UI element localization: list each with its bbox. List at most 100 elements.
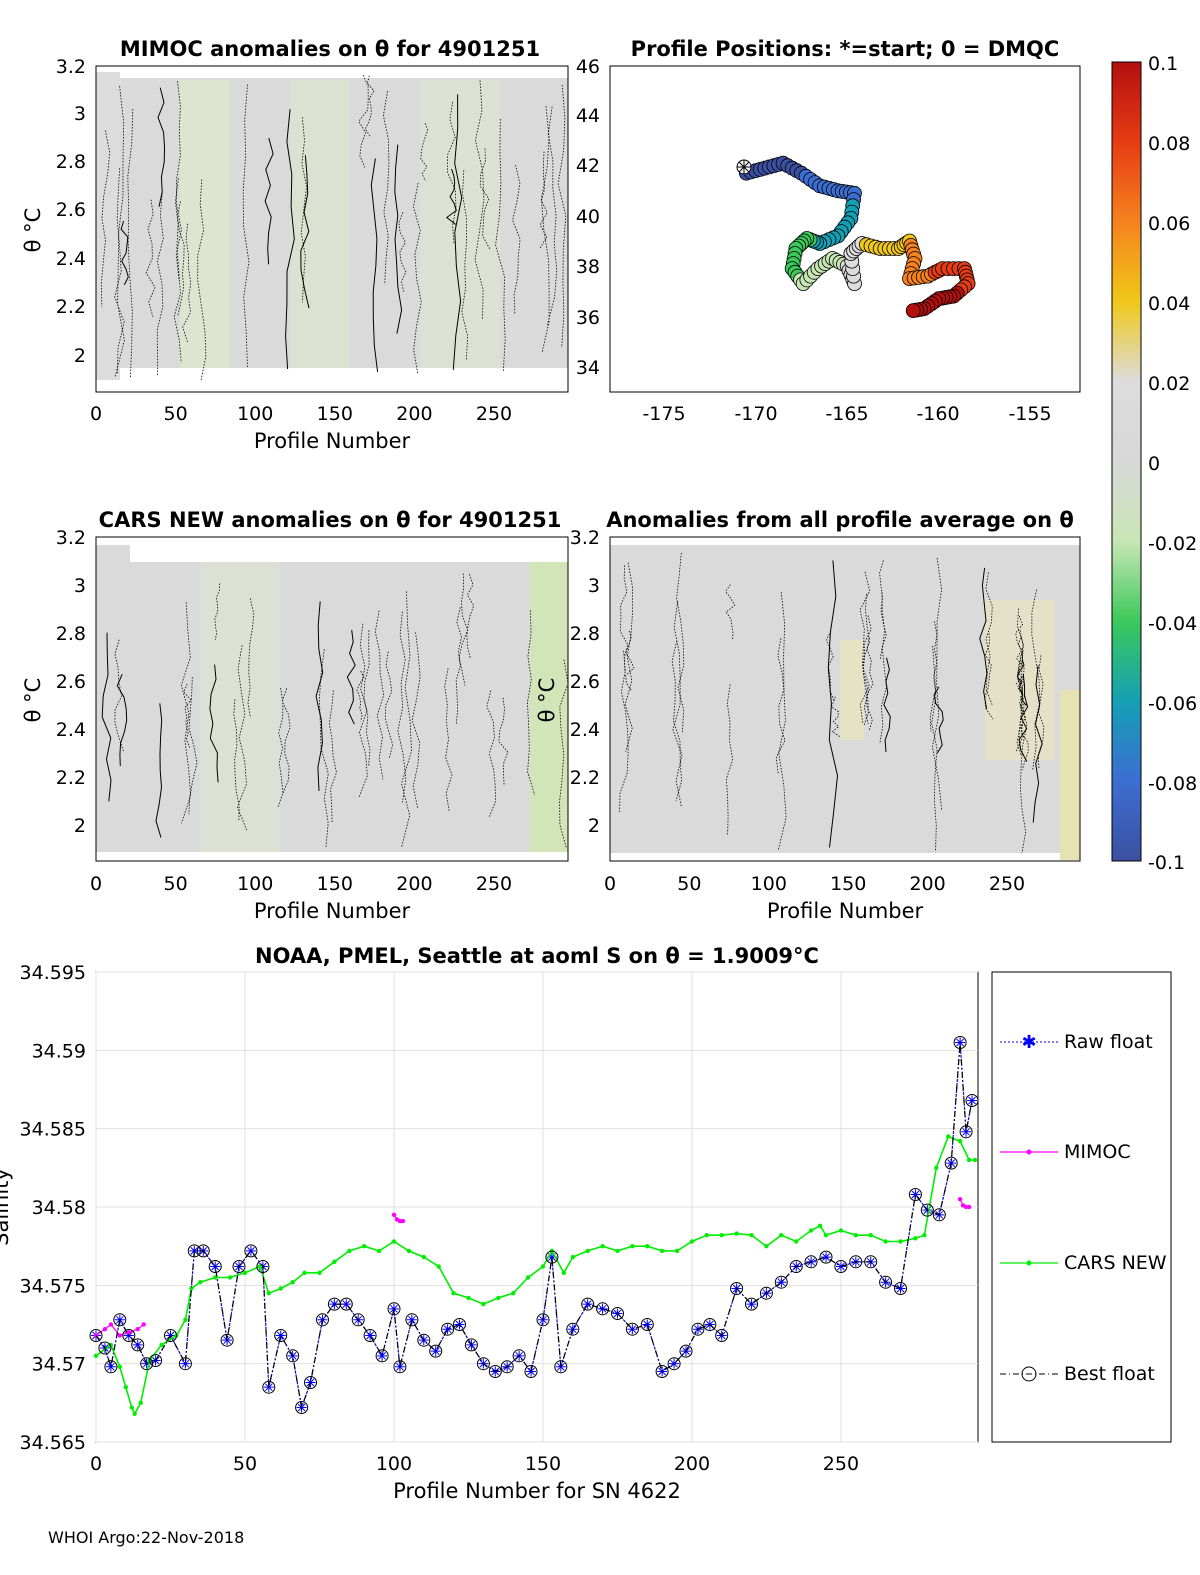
data-point [561,1270,566,1276]
chart-y-label: Salinity [0,1168,13,1246]
data-point [400,1218,406,1224]
data-point [879,1275,893,1289]
contour-line [175,81,182,280]
contour-line [100,130,111,307]
y-tick: 2.8 [56,623,86,645]
y-tick: 2.4 [570,719,600,741]
y-axis-label: θ °C [535,678,559,723]
contour-line [300,155,310,309]
contour-line [444,668,453,811]
data-point [934,1165,939,1171]
x-tick: 200 [396,403,432,425]
y-tick: 34.595 [20,962,86,984]
x-tick: 50 [233,1453,257,1475]
data-point [149,1354,163,1367]
y-tick: 3 [74,575,86,597]
contour-line [1016,608,1024,751]
data-point [132,1411,137,1417]
contour-line [197,179,207,382]
data-point [117,1364,123,1370]
cars-yaxis: 2 2.2 2.4 2.6 2.8 3 3.2 θ °C [21,527,86,837]
data-point [362,1244,367,1249]
contour-line [466,573,475,658]
chart-yticks: 34.565 34.57 34.575 34.58 34.585 34.59 34.595 [20,962,86,1454]
data-point [789,1260,803,1273]
mimoc-title: MIMOC anomalies on θ for 4901251 [120,37,540,61]
y-tick: 3 [588,575,600,597]
colorbar-tick: 0.08 [1148,133,1190,155]
contour-line [114,86,125,377]
x-tick: -165 [825,403,868,425]
colorbar-tick: 0.04 [1148,293,1190,315]
contour-line [495,118,506,372]
contour-line [315,601,324,792]
data-point [500,1360,514,1374]
y-tick: 42 [576,155,600,177]
data-point [164,1329,177,1342]
positions-title: Profile Positions: *=start; 0 = DMQC [631,37,1060,61]
data-point [180,1358,191,1369]
avg-title: Anomalies from all profile average on θ [606,508,1074,532]
legend-item-cars: CARS NEW [1000,1252,1167,1274]
data-point [545,1250,559,1264]
data-point [821,1252,832,1263]
x-tick: 150 [830,873,866,895]
contour-line [486,690,496,818]
colorbar-tick: -0.04 [1148,613,1197,635]
contour-line [479,148,491,249]
data-point [391,1212,397,1218]
data-point [305,1377,316,1388]
data-point [393,1360,407,1374]
contour-line [182,223,192,343]
x-tick: 50 [164,873,188,895]
data-point [691,1322,705,1336]
data-point [189,1286,194,1291]
contour-line [281,688,291,794]
data-point [779,1233,784,1238]
colorbar-tick: 0.1 [1148,53,1178,75]
data-point [581,1297,595,1311]
data-point [451,1291,456,1296]
data-point [908,1188,922,1201]
x-tick: 100 [237,403,273,425]
contour-line [1037,655,1045,770]
series-mimoc [93,1197,972,1338]
data-point [953,1036,967,1049]
data-point [611,1307,624,1320]
data-point [189,1245,200,1256]
legend-box [991,971,1172,1443]
data-point [208,1260,222,1273]
contour-line [114,168,125,374]
data-point [910,1189,921,1200]
data-point [429,1344,443,1358]
contour-line [455,607,462,725]
contour-line [401,591,412,848]
contour-line [394,144,403,334]
contour-line [233,699,240,821]
y-tick: 44 [576,105,600,127]
data-point [245,1245,256,1256]
contour-line [374,610,385,780]
contour-line [559,659,569,849]
data-point [454,1319,465,1330]
contour-line [209,664,219,783]
data-point [868,1233,873,1238]
data-point [749,1233,754,1238]
y-tick: 38 [576,256,600,278]
x-tick: 0 [604,873,616,895]
data-point [496,1295,501,1301]
y-axis-label: θ °C [21,678,45,723]
data-point [819,1250,833,1264]
colorbar-tick: 0 [1148,453,1160,475]
data-point [674,1248,680,1254]
y-tick: 2.4 [56,248,86,270]
contour-line [547,106,558,325]
mimoc-yaxis: 2 2.2 2.4 2.6 2.8 3 3.2 θ °C [21,56,86,367]
contour-line [247,598,255,718]
contour-line [145,199,156,317]
y-tick: 2 [588,815,600,837]
data-point [256,1260,270,1273]
data-point [864,1255,878,1269]
data-point [108,1322,114,1327]
y-tick: 2.6 [570,671,600,693]
